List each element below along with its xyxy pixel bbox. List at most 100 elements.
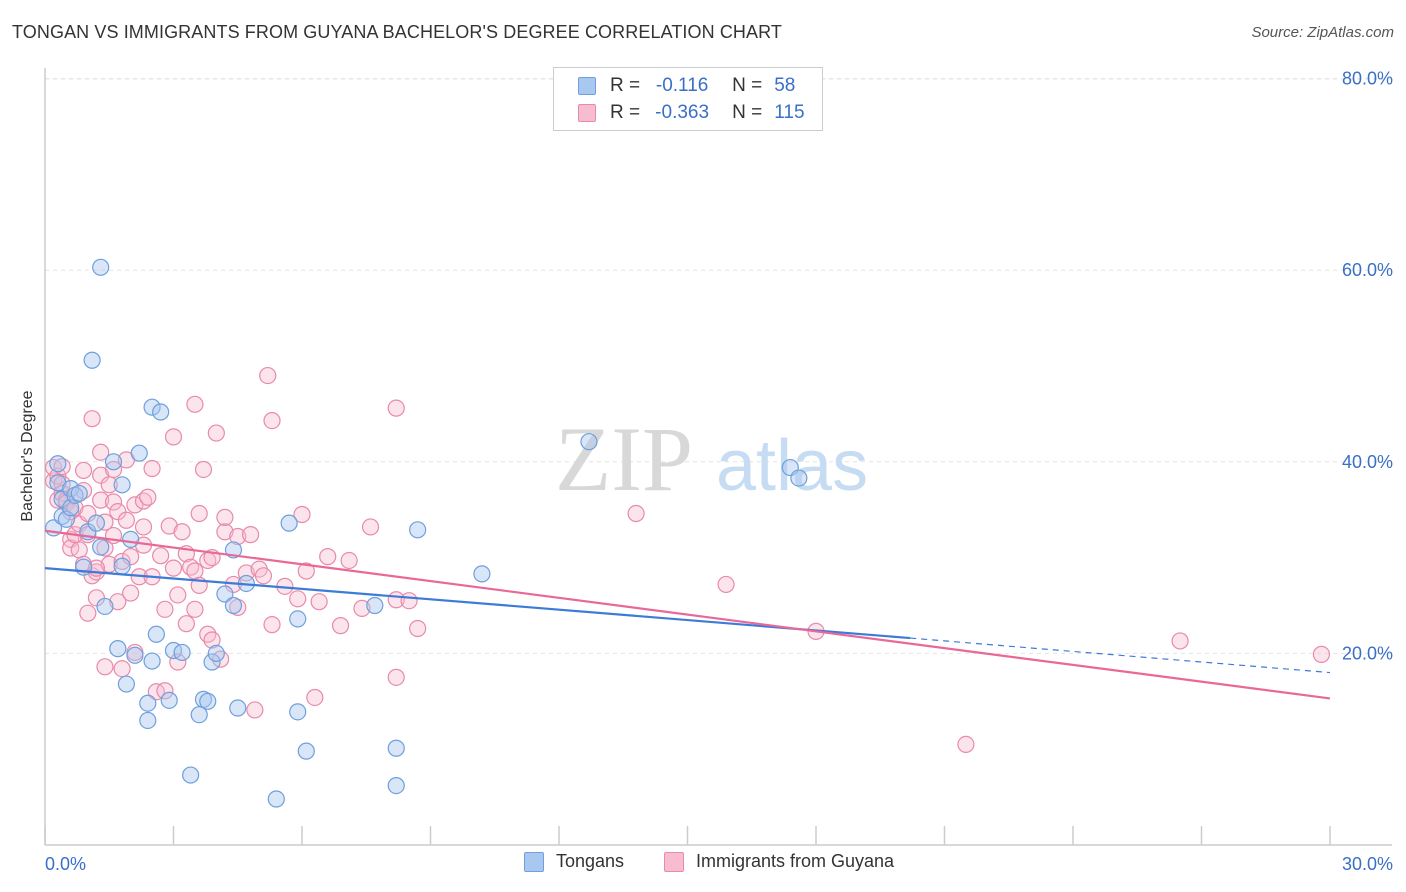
tongan-point bbox=[113, 476, 131, 494]
tongan-trend-extension bbox=[910, 637, 1331, 674]
guyana-point bbox=[186, 600, 204, 618]
tongan-point bbox=[160, 691, 178, 709]
legend-item-guyana[interactable]: Immigrants from Guyana bbox=[664, 851, 894, 872]
guyana-point bbox=[74, 461, 93, 480]
tongan-point bbox=[139, 694, 157, 712]
tongan-point bbox=[790, 469, 808, 487]
tongan-point bbox=[280, 514, 298, 532]
guyana-point bbox=[92, 443, 110, 461]
tongan-point bbox=[113, 557, 131, 575]
guyana-point bbox=[957, 735, 975, 754]
guyana-point bbox=[331, 617, 350, 635]
y-tick-label: 60.0% bbox=[1342, 260, 1393, 280]
y-tick-label: 80.0% bbox=[1342, 69, 1393, 89]
tongan-point bbox=[387, 739, 405, 757]
tongan-point bbox=[229, 699, 247, 717]
guyana-point bbox=[134, 518, 153, 536]
series-legend: Tongans Immigrants from Guyana bbox=[0, 851, 1406, 877]
legend-row-tongans: R = -0.116 N = 58 bbox=[578, 73, 795, 99]
tongan-point bbox=[87, 514, 106, 532]
tongan-point bbox=[199, 692, 217, 710]
guyana-point bbox=[156, 600, 174, 618]
tongan-point bbox=[96, 597, 114, 616]
y-tick-label: 40.0% bbox=[1342, 452, 1393, 472]
tongan-point bbox=[473, 565, 491, 583]
guyana-point bbox=[147, 683, 165, 701]
guyana-point bbox=[186, 562, 204, 580]
tongan-point bbox=[104, 453, 123, 471]
guyana-point bbox=[310, 593, 328, 611]
tongan-point bbox=[203, 653, 221, 671]
guyana-point bbox=[340, 551, 358, 570]
tongan-point bbox=[109, 640, 127, 658]
guyana-point bbox=[173, 523, 191, 541]
tongan-point bbox=[152, 403, 170, 421]
tongan-point bbox=[92, 538, 110, 556]
guyana-point bbox=[169, 586, 187, 604]
guyana-point bbox=[293, 505, 311, 524]
guyana-point bbox=[117, 511, 135, 529]
guyana-point bbox=[361, 518, 380, 536]
tongan-point bbox=[117, 675, 135, 693]
tongan-point bbox=[83, 351, 101, 369]
tongan-point bbox=[182, 766, 200, 784]
guyana-point bbox=[113, 660, 131, 678]
guyana-point bbox=[126, 496, 144, 514]
legend-label-guyana: Immigrants from Guyana bbox=[696, 851, 895, 871]
guyana-point bbox=[96, 513, 114, 531]
tongan-point bbox=[139, 711, 157, 730]
tongan-point bbox=[70, 484, 88, 503]
guyana-point bbox=[387, 668, 405, 686]
legend-n-value: 115 bbox=[774, 102, 805, 123]
legend-row-guyana: R = -0.363 N = 115 bbox=[578, 100, 805, 126]
guyana-point bbox=[717, 575, 735, 594]
tongan-point bbox=[216, 585, 234, 603]
legend-r-label: R = bbox=[610, 102, 641, 123]
guyana-point bbox=[186, 395, 204, 413]
guyana-point bbox=[177, 615, 195, 633]
guyana-point bbox=[1312, 645, 1331, 663]
guyana-point bbox=[92, 491, 110, 509]
guyana-point bbox=[319, 548, 337, 566]
legend-swatch-tongans bbox=[524, 851, 544, 872]
guyana-point bbox=[96, 658, 114, 676]
guyana-point bbox=[194, 460, 213, 479]
guyana-point bbox=[190, 504, 208, 523]
tongan-point bbox=[173, 643, 191, 662]
guyana-point bbox=[289, 590, 307, 608]
axes bbox=[44, 68, 1392, 846]
tongan-point bbox=[92, 258, 110, 276]
guyana-point bbox=[409, 619, 427, 638]
tongan-point bbox=[224, 596, 243, 615]
watermark-atlas: atlas bbox=[716, 426, 868, 506]
x-tick-label: 30.0% bbox=[1342, 854, 1393, 874]
guyana-trend-line bbox=[44, 529, 1331, 700]
tongan-point bbox=[267, 790, 285, 808]
legend-label-tongans: Tongans bbox=[556, 851, 625, 871]
guyana-point bbox=[79, 604, 97, 622]
tongan-point bbox=[147, 625, 165, 643]
guyana-point bbox=[263, 616, 281, 634]
guyana-point bbox=[83, 410, 101, 428]
legend-item-tongans[interactable]: Tongans bbox=[524, 851, 624, 872]
tongan-point bbox=[289, 703, 307, 721]
guyana-point bbox=[387, 399, 405, 417]
guyana-point bbox=[164, 428, 183, 446]
y-tick-label: 20.0% bbox=[1342, 643, 1393, 663]
tick-labels: 20.0% 40.0% 60.0% 80.0% 0.0% 30.0% bbox=[45, 69, 1393, 874]
tongan-trend-line bbox=[44, 567, 911, 640]
guyana-point bbox=[109, 593, 127, 611]
guyana-point bbox=[216, 508, 234, 526]
tongan-point bbox=[297, 742, 315, 760]
guyana-point bbox=[113, 552, 131, 571]
data-points bbox=[44, 258, 1331, 808]
guyana-point bbox=[122, 584, 140, 602]
x-tick-label: 0.0% bbox=[45, 854, 86, 874]
guyana-point bbox=[164, 559, 183, 577]
tongan-point bbox=[366, 596, 384, 615]
guyana-point bbox=[139, 488, 157, 506]
tongan-point bbox=[289, 610, 307, 628]
legend-swatch-guyana bbox=[578, 104, 596, 122]
guyana-point bbox=[627, 504, 645, 523]
